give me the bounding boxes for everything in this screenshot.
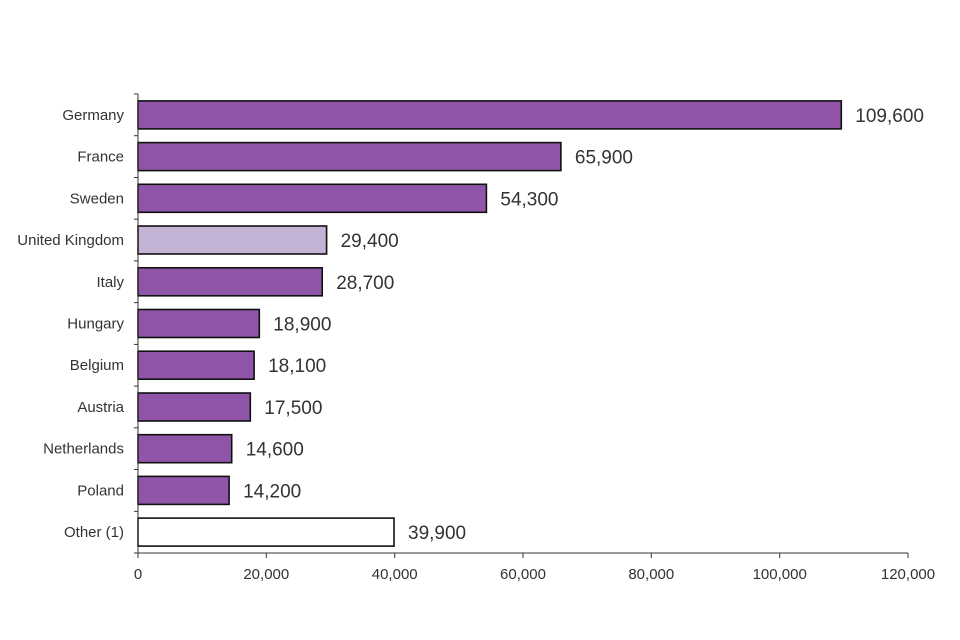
value-label-7: 17,500 (264, 398, 322, 419)
category-label-7: Austria (77, 399, 124, 416)
bar-8 (137, 433, 233, 464)
value-label-0: 109,600 (855, 106, 924, 127)
bar-3 (137, 225, 328, 255)
category-label-6: Belgium (70, 357, 124, 374)
x-tick-label-1: 20,000 (243, 566, 289, 583)
bar-10 (137, 517, 395, 547)
x-tick-label-5: 100,000 (753, 566, 807, 583)
value-label-8: 14,600 (246, 440, 304, 461)
value-label-9: 14,200 (243, 481, 301, 502)
category-label-2: Sweden (70, 190, 124, 207)
x-tick-label-2: 40,000 (372, 566, 418, 583)
value-label-4: 28,700 (336, 273, 394, 294)
value-label-5: 18,900 (273, 315, 331, 336)
value-label-3: 29,400 (341, 231, 399, 252)
bar-0 (137, 100, 843, 130)
category-label-5: Hungary (67, 316, 124, 333)
category-label-8: Netherlands (43, 441, 124, 458)
x-tick-label-6: 120,000 (881, 566, 935, 583)
bar-7 (137, 392, 252, 422)
bars-layer (137, 100, 843, 547)
value-label-2: 54,300 (500, 189, 558, 210)
labels-layer: Germany 109,600 France 65,900 Sweden 54,300 Un… (17, 106, 935, 583)
bar-6 (137, 350, 255, 381)
value-label-1: 65,900 (575, 148, 633, 169)
category-label-10: Other (1) (64, 524, 124, 541)
x-tick-label-3: 60,000 (500, 566, 546, 583)
bar-1 (137, 141, 562, 172)
axes-layer (134, 93, 909, 558)
bar-4 (137, 266, 323, 297)
value-label-6: 18,100 (268, 356, 326, 377)
x-tick-label-0: 0 (134, 566, 142, 583)
category-label-4: Italy (96, 274, 124, 291)
category-label-1: France (77, 149, 124, 166)
bar-2 (137, 183, 488, 214)
bar-9 (137, 475, 230, 506)
category-label-3: United Kingdom (17, 232, 124, 249)
bar-5 (137, 308, 261, 339)
x-tick-label-4: 80,000 (628, 566, 674, 583)
category-label-9: Poland (77, 482, 124, 499)
value-label-10: 39,900 (408, 523, 466, 544)
category-label-0: Germany (62, 107, 124, 124)
